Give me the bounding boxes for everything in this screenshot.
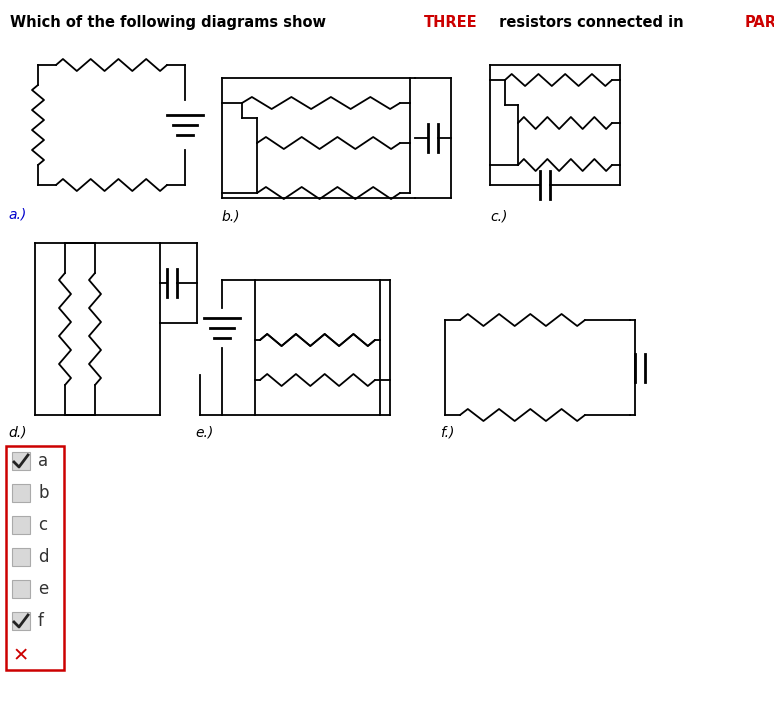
FancyBboxPatch shape	[12, 612, 30, 630]
Text: THREE: THREE	[424, 15, 478, 30]
Text: d.): d.)	[8, 425, 26, 439]
Text: c: c	[38, 516, 47, 534]
Text: a: a	[38, 452, 48, 470]
Text: b: b	[38, 484, 49, 502]
Text: d: d	[38, 548, 49, 566]
FancyBboxPatch shape	[12, 516, 30, 534]
Text: ✕: ✕	[13, 646, 29, 665]
Text: b.): b.)	[222, 210, 241, 224]
Text: f: f	[38, 612, 44, 630]
Text: a.): a.)	[8, 207, 26, 221]
FancyBboxPatch shape	[12, 484, 30, 502]
Text: f.): f.)	[440, 425, 454, 439]
Text: e: e	[38, 580, 48, 598]
Bar	[6, 446, 64, 670]
Text: PARALLEL: PARALLEL	[745, 15, 774, 30]
Text: e.): e.)	[195, 425, 214, 439]
Text: Which of the following diagrams show: Which of the following diagrams show	[10, 15, 331, 30]
FancyBboxPatch shape	[12, 580, 30, 598]
Text: c.): c.)	[490, 210, 508, 224]
Text: resistors connected in: resistors connected in	[494, 15, 688, 30]
FancyBboxPatch shape	[12, 548, 30, 566]
FancyBboxPatch shape	[12, 452, 30, 470]
